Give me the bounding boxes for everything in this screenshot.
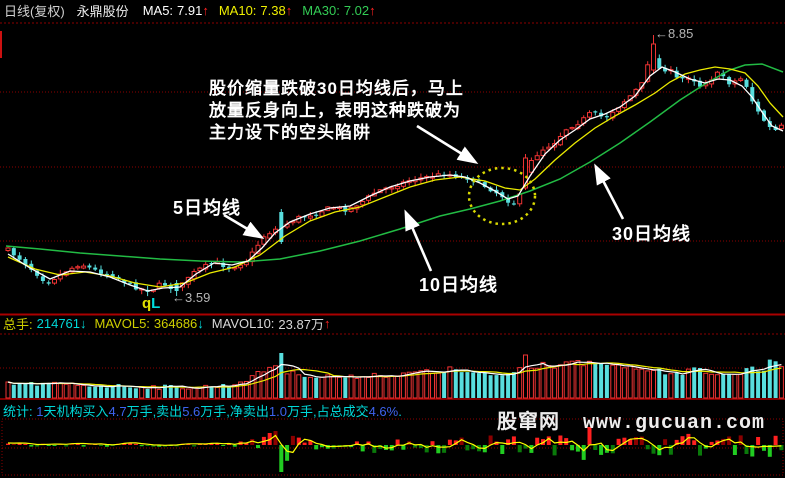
title-bar: 日线(复权) 永鼎股份 MA5: 7.91 ↑ MA10: 7.38 ↑ MA3…: [0, 0, 376, 21]
mavol10-up-arrow-icon: ↑: [323, 316, 331, 331]
ma30-up-arrow-icon: ↑: [369, 3, 376, 18]
stats-segment: 万手,占总成交: [286, 404, 369, 419]
ma5-value: 7.91: [177, 3, 203, 18]
annotation-line-2: 放量反身向上，表明这种跌破为: [209, 101, 461, 120]
low-price-value: 3.59: [185, 290, 211, 305]
mavol5-value: 364686: [153, 316, 198, 331]
ma30-label: MA30:: [302, 3, 340, 18]
stock-name: 永鼎股份: [76, 4, 129, 19]
stats-segment: 1.0: [268, 404, 287, 419]
stats-segment: 4.6%: [368, 404, 399, 419]
stats-bar: 统计: 1天机构买入4.7万手,卖出5.6万手,净卖出1.0万手,占总成交4.6…: [3, 401, 402, 419]
watermark-site: 股窜网: [497, 412, 560, 435]
stats-segment: 统计:: [3, 404, 37, 419]
high-price-value: 8.85: [668, 26, 694, 41]
watermark: 股窜网 www.gucuan.com: [497, 405, 765, 435]
zongshou-label: 总手:: [3, 317, 33, 332]
mavol10-value: 23.87万: [278, 317, 324, 332]
stats-segment: 万手,卖出: [126, 404, 183, 419]
mavol10-label: MAVOL10:: [211, 316, 275, 331]
ma10-up-arrow-icon: ↑: [285, 3, 293, 18]
stats-segment: 万手,净卖出: [200, 404, 269, 419]
stats-segment: 1: [36, 404, 44, 419]
left-arrow-icon: ←: [172, 290, 185, 305]
mavol5-label: MAVOL5:: [94, 316, 150, 331]
left-arrow-icon: ←: [655, 26, 668, 41]
zongshou-down-arrow-icon: ↓: [80, 316, 87, 331]
mavol5-down-arrow-icon: ↓: [197, 316, 204, 331]
volume-header: 总手: 214761 ↓ MAVOL5: 364686 ↓ MAVOL10: 2…: [0, 315, 330, 332]
ma30-line-label: 30日均线: [612, 224, 692, 244]
ql-event-marker: qL: [142, 295, 160, 312]
stats-segment: 天机构买入: [43, 404, 109, 419]
ma5-up-arrow-icon: ↑: [202, 3, 209, 18]
annotation-line-3: 主力设下的空头陷阱: [209, 123, 371, 142]
stats-segment: 5.6: [182, 404, 201, 419]
q-marker: q: [142, 295, 152, 312]
annotation-text: 股价缩量跌破30日均线后，马上 放量反身向上，表明这种跌破为 主力设下的空头陷阱: [209, 78, 464, 144]
l-marker: L: [151, 295, 161, 312]
watermark-url: www.gucuan.com: [583, 412, 766, 435]
low-price-marker: ←3.59: [172, 290, 210, 305]
period-label: 日线(复权): [4, 4, 65, 19]
stats-segment: .: [398, 404, 402, 419]
ma10-label: MA10:: [218, 3, 257, 18]
ma10-value: 7.38: [260, 3, 286, 18]
ma5-label: MA5:: [142, 3, 174, 18]
zongshou-value: 214761: [36, 316, 81, 331]
stats-segment: 4.7: [108, 404, 127, 419]
high-price-marker: ←8.85: [655, 26, 693, 41]
ma30-value: 7.02: [343, 3, 370, 18]
annotation-line-1: 股价缩量跌破30日均线后，马上: [209, 79, 464, 98]
ma10-line-label: 10日均线: [419, 275, 499, 295]
stats-text: 统计: 1天机构买入4.7万手,卖出5.6万手,净卖出1.0万手,占总成交4.6…: [3, 404, 402, 419]
ma5-line-label: 5日均线: [173, 198, 242, 218]
